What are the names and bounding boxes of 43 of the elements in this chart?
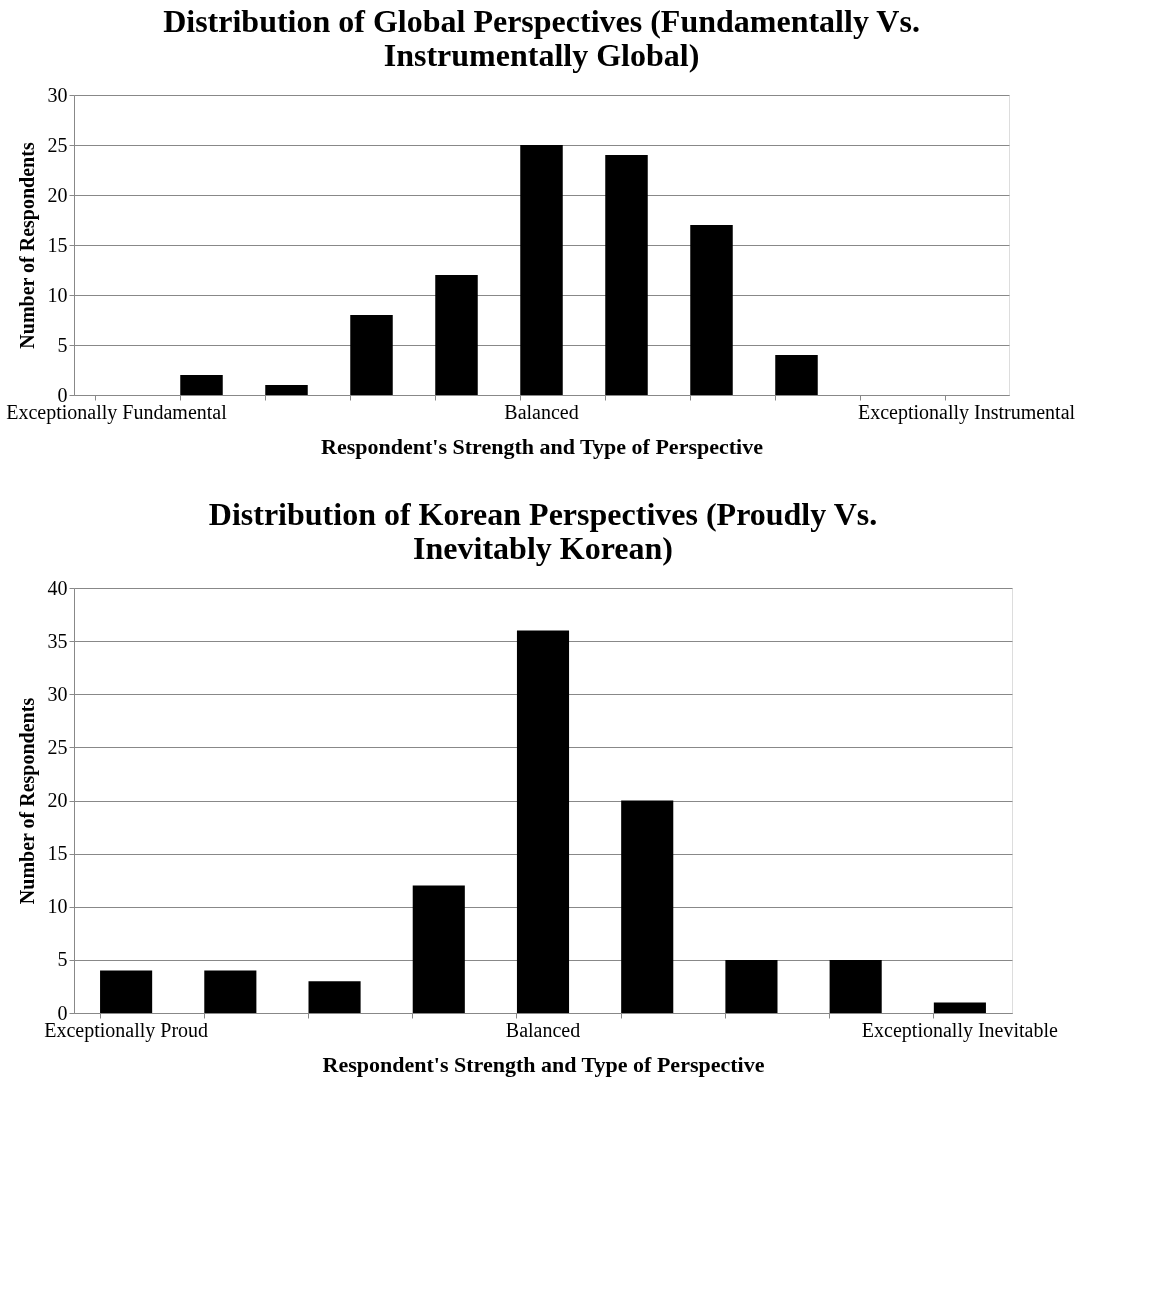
y-tick-label: 15: [47, 842, 68, 865]
x-axis-title: Respondent's Strength and Type of Perspective: [322, 1051, 765, 1077]
bar: [308, 981, 361, 1013]
y-tick-label: 40: [47, 576, 68, 599]
y-tick-label: 10: [47, 895, 68, 918]
bar: [520, 145, 563, 395]
y-tick-label: 10: [47, 283, 68, 306]
chart-title: Distribution of Global Perspectives (Fundamentally Vs. Instrumentally Global): [163, 3, 920, 73]
bar: [516, 630, 570, 1013]
y-axis-title: Number of Respondents: [15, 697, 39, 905]
bar: [933, 1002, 986, 1013]
bar: [435, 275, 478, 395]
bar: [204, 970, 257, 1013]
y-tick-label: 5: [57, 948, 68, 971]
bar: [350, 315, 393, 395]
y-tick-label: 25: [47, 133, 68, 156]
y-tick-label: 35: [47, 629, 68, 652]
y-tick-label: 0: [57, 1001, 68, 1024]
y-tick-label: 15: [47, 233, 68, 256]
bar: [412, 885, 465, 1013]
x-axis-title: Respondent's Strength and Type of Perspective: [321, 433, 764, 459]
bar: [690, 225, 733, 395]
x-tick-label: Balanced: [505, 1018, 581, 1041]
y-tick-label: 20: [47, 183, 68, 206]
chart-title: Distribution of Korean Perspectives (Proudly Vs. Inevitably Korean): [208, 496, 878, 566]
x-tick-label: Exceptionally Inevitable: [861, 1018, 1059, 1042]
bar: [180, 375, 223, 395]
y-tick-label: 30: [47, 83, 68, 106]
y-axis-title: Number of Respondents: [15, 142, 39, 349]
x-tick-label: Balanced: [504, 400, 579, 423]
x-tick-label: Exceptionally Instrumental: [857, 400, 1076, 424]
bar: [725, 959, 778, 1013]
y-tick-label: 0: [57, 383, 68, 406]
y-tick-label: 25: [47, 735, 68, 758]
y-tick-label: 30: [47, 682, 68, 705]
bar: [100, 970, 153, 1013]
bar: [829, 959, 882, 1013]
bar: [265, 385, 308, 395]
bar: [605, 155, 648, 395]
y-tick-label: 20: [47, 789, 68, 811]
bar: [775, 355, 818, 395]
bar: [621, 800, 674, 1013]
y-tick-label: 5: [57, 333, 68, 356]
